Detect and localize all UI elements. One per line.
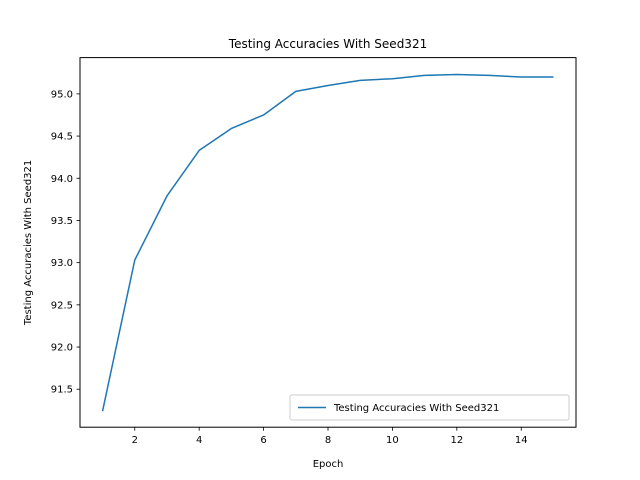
y-tick-label: 92.5 (51, 300, 73, 311)
chart-title: Testing Accuracies With Seed321 (228, 37, 427, 51)
plot-frame (79, 57, 577, 428)
x-tick-label: 8 (325, 435, 331, 446)
x-tick-label: 4 (196, 435, 202, 446)
x-tick-label: 2 (132, 435, 138, 446)
y-tick-label: 92.0 (51, 343, 73, 354)
x-tick-label: 12 (450, 435, 463, 446)
y-tick-label: 93.0 (51, 258, 73, 269)
y-axis-label: Testing Accuracies With Seed321 (23, 160, 34, 326)
legend-label: Testing Accuracies With Seed321 (333, 403, 499, 414)
legend: Testing Accuracies With Seed321 (289, 394, 570, 421)
legend-box (289, 394, 570, 421)
y-tick-label: 94.0 (51, 174, 73, 185)
y-tick-label: 94.5 (51, 132, 73, 143)
x-tick-label: 6 (260, 435, 266, 446)
x-axis-label: Epoch (313, 459, 344, 470)
y-tick-label: 93.5 (51, 216, 73, 227)
ticks-layer: 2 4 6 8 10 12 14 91.5 92.0 92.5 93.0 93.5 94.0 94.5 95… (51, 89, 528, 446)
x-tick-label: 10 (386, 435, 399, 446)
y-tick-label: 91.5 (51, 385, 73, 396)
plot-layer (101, 73, 554, 412)
x-tick-label: 14 (515, 435, 528, 446)
y-tick-label: 95.0 (51, 89, 73, 100)
